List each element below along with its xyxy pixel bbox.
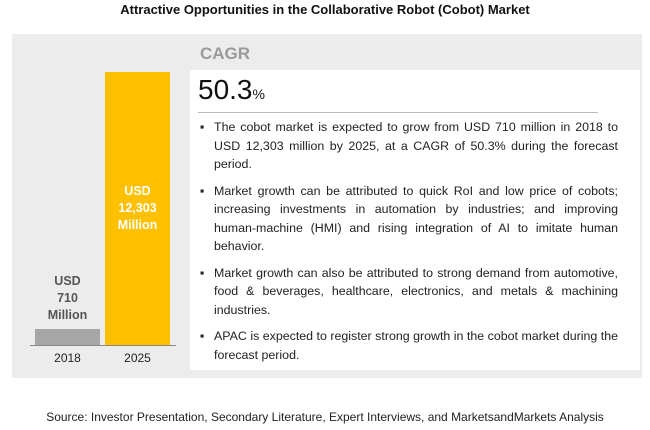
bar (35, 329, 100, 345)
cagr-unit: % (252, 86, 265, 102)
bar-value-label: USD 710 Million (47, 274, 88, 323)
divider (198, 112, 598, 113)
bullet: APAC is expected to register strong grow… (200, 327, 618, 364)
cagr-value: 50.3 (198, 74, 253, 105)
x-tick-label: 2025 (124, 351, 151, 365)
cagr-label: CAGR (200, 44, 251, 63)
chart-title: Attractive Opportunities in the Collabor… (120, 2, 530, 17)
bullet-list: The cobot market is expected to grow fro… (200, 118, 618, 372)
bullet: Market growth can also be attributed to … (200, 264, 618, 320)
bullet: Market growth can be attributed to quick… (200, 182, 618, 256)
cagr: 50.3% (198, 74, 265, 106)
bar-value-label: USD 12,303 Million (117, 183, 158, 232)
source: Source: Investor Presentation, Secondary… (46, 410, 604, 424)
bullet: The cobot market is expected to grow fro… (200, 118, 618, 174)
x-tick-label: 2018 (54, 351, 81, 365)
bar (105, 72, 170, 345)
baseline (30, 345, 176, 346)
